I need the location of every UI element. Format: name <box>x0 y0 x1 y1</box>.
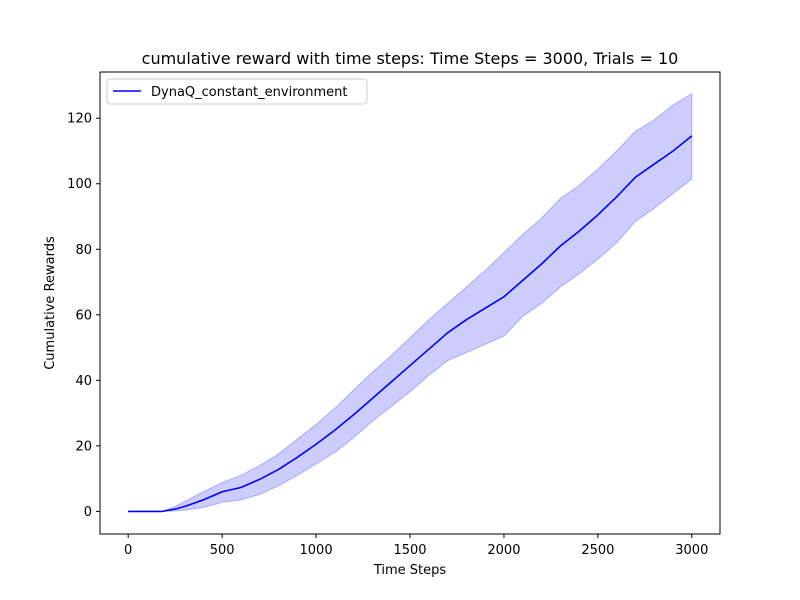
x-tick-label-5: 2500 <box>581 543 614 558</box>
x-tick-label-6: 3000 <box>675 543 708 558</box>
x-tick-label-3: 1500 <box>393 543 426 558</box>
series-line-layer <box>128 135 693 513</box>
y-tick-label-0: 0 <box>84 505 92 520</box>
x-tick-label-4: 2000 <box>487 543 520 558</box>
x-tick-label-2: 1000 <box>300 543 333 558</box>
series-0-confidence-band <box>128 92 693 512</box>
x-tick-label-0: 0 <box>124 543 132 558</box>
y-axis-ticks: 0 20 40 60 80 100 120 <box>67 112 100 520</box>
confidence-band-layer <box>128 92 693 512</box>
y-tick-label-5: 100 <box>67 177 92 192</box>
y-tick-label-6: 120 <box>67 112 92 127</box>
y-axis-label: Cumulative Rewards <box>43 236 58 370</box>
series-0-mean-line <box>128 135 693 513</box>
x-axis-ticks: 0 500 1000 1500 2000 2500 3000 <box>124 534 708 558</box>
legend-label: DynaQ_constant_environment <box>151 85 347 100</box>
x-axis-label: Time Steps <box>373 563 447 578</box>
y-tick-label-4: 80 <box>75 243 92 258</box>
y-tick-label-1: 20 <box>75 439 92 454</box>
x-tick-label-1: 500 <box>210 543 235 558</box>
legend-box <box>106 78 368 105</box>
legend: DynaQ_constant_environment <box>106 78 368 105</box>
y-tick-label-3: 60 <box>75 308 92 323</box>
chart-title: cumulative reward with time steps: Time … <box>142 49 679 68</box>
y-tick-label-2: 40 <box>75 374 92 389</box>
